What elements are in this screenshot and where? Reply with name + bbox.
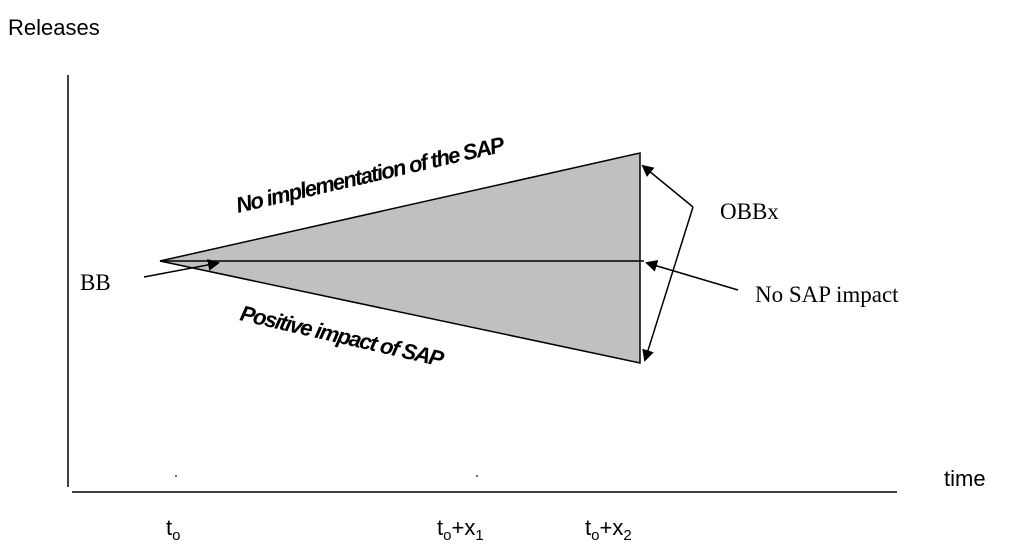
tick-mark-t0: [175, 475, 177, 477]
tick-label-t0-x2: to+x2: [585, 515, 632, 544]
x-axis-label: time: [944, 466, 986, 491]
y-axis-label: Releases: [8, 15, 100, 40]
tick-mark-t1: [476, 475, 478, 477]
no-impact-arrow: [645, 260, 739, 291]
bb-arrow: [143, 258, 220, 278]
tick-label-t0-x1: to+x1: [437, 515, 484, 544]
outcome-label: OBBx: [720, 199, 779, 224]
scenario-range-triangle: [159, 152, 641, 364]
obbx-arrow-upper: [641, 164, 694, 208]
obbx-arrow-lower: [642, 206, 694, 362]
tick-label-t0: to: [166, 515, 180, 544]
baseline-label: BB: [80, 270, 111, 295]
no-impact-label: No SAP impact: [755, 282, 899, 307]
